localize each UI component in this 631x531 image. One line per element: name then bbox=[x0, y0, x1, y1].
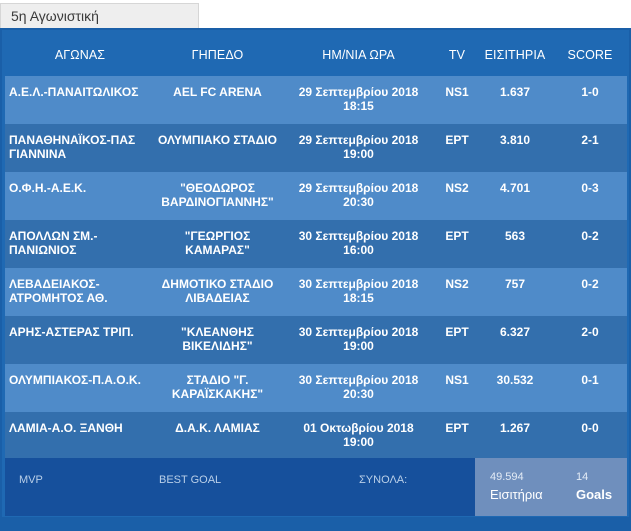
tv-cell: ΕΡΤ bbox=[437, 124, 477, 172]
table-row: ΟΛΥΜΠΙΑΚΟΣ-Π.Α.Ο.Κ. ΣΤΑΔΙΟ "Γ. ΚΑΡΑΪΣΚΑΚ… bbox=[5, 364, 627, 412]
time-text: 16:00 bbox=[343, 243, 374, 257]
tv-cell: ΕΡΤ bbox=[437, 220, 477, 268]
score-cell: 0-2 bbox=[553, 220, 627, 268]
stadium-cell: ΣΤΑΔΙΟ "Γ. ΚΑΡΑΪΣΚΑΚΗΣ" bbox=[155, 364, 280, 412]
match-cell: Ο.Φ.Η.-Α.Ε.Κ. bbox=[5, 172, 155, 220]
table-row: ΑΡΗΣ-ΑΣΤΕΡΑΣ ΤΡΙΠ. "ΚΛΕΑΝΘΗΣ ΒΙΚΕΛΙΔΗΣ" … bbox=[5, 316, 627, 364]
tickets-cell: 6.327 bbox=[477, 316, 553, 364]
stadium-cell: "ΓΕΩΡΓΙΟΣ ΚΑΜΑΡΑΣ" bbox=[155, 220, 280, 268]
datetime-cell: 01 Οκτωβρίου 2018 19:00 bbox=[280, 412, 437, 460]
tickets-total: 49.594 bbox=[490, 471, 524, 483]
match-cell: ΛΕΒΑΔΕΙΑΚΟΣ-ΑΤΡΟΜΗΤΟΣ ΑΘ. bbox=[5, 268, 155, 316]
goals-total: 14 bbox=[576, 471, 589, 483]
score-cell: 2-0 bbox=[553, 316, 627, 364]
table-row: ΛΕΒΑΔΕΙΑΚΟΣ-ΑΤΡΟΜΗΤΟΣ ΑΘ. ΔΗΜΟΤΙΚΟ ΣΤΑΔΙ… bbox=[5, 268, 627, 316]
tickets-cell: 30.532 bbox=[477, 364, 553, 412]
tv-cell: NS1 bbox=[437, 364, 477, 412]
totals-label: ΣΥΝΟΛΑ: bbox=[359, 474, 408, 486]
schedule-panel: ΑΓΩΝΑΣ ΓΗΠΕΔΟ ΗΜ/ΝΙΑ ΩΡΑ TV ΕΙΣΙΤΗΡΙΑ SC… bbox=[0, 28, 631, 531]
tv-cell: NS1 bbox=[437, 76, 477, 124]
datetime-cell: 30 Σεπτεμβρίου 2018 18:15 bbox=[280, 268, 437, 316]
table-header-row: ΑΓΩΝΑΣ ΓΗΠΕΔΟ ΗΜ/ΝΙΑ ΩΡΑ TV ΕΙΣΙΤΗΡΙΑ SC… bbox=[5, 34, 627, 76]
totals-box: 49.594 Εισιτήρια 14 Goals bbox=[475, 458, 627, 516]
time-text: 18:15 bbox=[343, 99, 374, 113]
tickets-cell: 563 bbox=[477, 220, 553, 268]
header-match: ΑΓΩΝΑΣ bbox=[5, 34, 155, 76]
header-stadium: ΓΗΠΕΔΟ bbox=[155, 34, 280, 76]
score-cell: 0-1 bbox=[553, 364, 627, 412]
stadium-cell: Δ.Α.Κ. ΛΑΜΙΑΣ bbox=[155, 412, 280, 460]
datetime-cell: 30 Σεπτεμβρίου 2018 16:00 bbox=[280, 220, 437, 268]
table-row: ΑΠΟΛΛΩΝ ΣΜ.-ΠΑΝΙΩΝΙΟΣ "ΓΕΩΡΓΙΟΣ ΚΑΜΑΡΑΣ"… bbox=[5, 220, 627, 268]
match-cell: ΑΡΗΣ-ΑΣΤΕΡΑΣ ΤΡΙΠ. bbox=[5, 316, 155, 364]
bottom-bar bbox=[0, 517, 631, 531]
datetime-cell: 29 Σεπτεμβρίου 2018 19:00 bbox=[280, 124, 437, 172]
match-cell: ΠΑΝΑΘΗΝΑΪΚΟΣ-ΠΑΣ ΓΙΑΝΝΙΝΑ bbox=[5, 124, 155, 172]
date-text: 01 Οκτωβρίου 2018 bbox=[303, 421, 414, 435]
match-cell: Α.Ε.Λ.-ΠΑΝΑΙΤΩΛΙΚΟΣ bbox=[5, 76, 155, 124]
header-score: SCORE bbox=[553, 34, 627, 76]
tv-cell: NS2 bbox=[437, 172, 477, 220]
tv-cell: ΕΡΤ bbox=[437, 412, 477, 460]
tv-cell: ΕΡΤ bbox=[437, 316, 477, 364]
tickets-cell: 1.267 bbox=[477, 412, 553, 460]
goals-caption: Goals bbox=[576, 487, 613, 502]
header-tv: TV bbox=[437, 34, 477, 76]
score-cell: 0-0 bbox=[553, 412, 627, 460]
stadium-cell: ΔΗΜΟΤΙΚΟ ΣΤΑΔΙΟ ΛΙΒΑΔΕΙΑΣ bbox=[155, 268, 280, 316]
date-text: 29 Σεπτεμβρίου 2018 bbox=[298, 181, 419, 195]
tickets-cell: 3.810 bbox=[477, 124, 553, 172]
match-cell: ΟΛΥΜΠΙΑΚΟΣ-Π.Α.Ο.Κ. bbox=[5, 364, 155, 412]
mvp-label: MVP bbox=[19, 474, 43, 486]
table-row: ΛΑΜΙΑ-Α.Ο. ΞΑΝΘΗ Δ.Α.Κ. ΛΑΜΙΑΣ 01 Οκτωβρ… bbox=[5, 412, 627, 460]
tickets-caption: Εισιτήρια bbox=[490, 487, 543, 502]
datetime-cell: 30 Σεπτεμβρίου 2018 19:00 bbox=[280, 316, 437, 364]
stadium-cell: ΟΛΥΜΠΙΑΚΟ ΣΤΑΔΙΟ bbox=[155, 124, 280, 172]
round-tab[interactable]: 5η Αγωνιστική bbox=[0, 3, 199, 28]
datetime-cell: 29 Σεπτεμβρίου 2018 20:30 bbox=[280, 172, 437, 220]
stadium-cell: AEL FC ARENA bbox=[155, 76, 280, 124]
time-text: 19:00 bbox=[343, 339, 374, 353]
tickets-cell: 4.701 bbox=[477, 172, 553, 220]
score-cell: 1-0 bbox=[553, 76, 627, 124]
time-text: 19:00 bbox=[343, 435, 374, 449]
match-cell: ΑΠΟΛΛΩΝ ΣΜ.-ΠΑΝΙΩΝΙΟΣ bbox=[5, 220, 155, 268]
time-text: 20:30 bbox=[343, 195, 374, 209]
time-text: 20:30 bbox=[343, 387, 374, 401]
time-text: 19:00 bbox=[343, 147, 374, 161]
best-goal-label: BEST GOAL bbox=[159, 474, 222, 486]
round-summary-footer: MVP BEST GOAL ΣΥΝΟΛΑ: 49.594 Εισιτήρια 1… bbox=[5, 458, 627, 516]
table-row: Ο.Φ.Η.-Α.Ε.Κ. "ΘΕΟΔΩΡΟΣ ΒΑΡΔΙΝΟΓΙΑΝΝΗΣ" … bbox=[5, 172, 627, 220]
header-tickets: ΕΙΣΙΤΗΡΙΑ bbox=[477, 34, 553, 76]
date-text: 30 Σεπτεμβρίου 2018 bbox=[298, 277, 419, 291]
schedule-table: ΑΓΩΝΑΣ ΓΗΠΕΔΟ ΗΜ/ΝΙΑ ΩΡΑ TV ΕΙΣΙΤΗΡΙΑ SC… bbox=[5, 34, 627, 460]
date-text: 29 Σεπτεμβρίου 2018 bbox=[298, 133, 419, 147]
match-cell: ΛΑΜΙΑ-Α.Ο. ΞΑΝΘΗ bbox=[5, 412, 155, 460]
date-text: 30 Σεπτεμβρίου 2018 bbox=[298, 229, 419, 243]
tv-cell: NS2 bbox=[437, 268, 477, 316]
tickets-cell: 1.637 bbox=[477, 76, 553, 124]
datetime-cell: 30 Σεπτεμβρίου 2018 20:30 bbox=[280, 364, 437, 412]
score-cell: 0-2 bbox=[553, 268, 627, 316]
time-text: 18:15 bbox=[343, 291, 374, 305]
date-text: 30 Σεπτεμβρίου 2018 bbox=[298, 325, 419, 339]
score-cell: 2-1 bbox=[553, 124, 627, 172]
tickets-cell: 757 bbox=[477, 268, 553, 316]
datetime-cell: 29 Σεπτεμβρίου 2018 18:15 bbox=[280, 76, 437, 124]
stadium-cell: "ΘΕΟΔΩΡΟΣ ΒΑΡΔΙΝΟΓΙΑΝΝΗΣ" bbox=[155, 172, 280, 220]
stadium-cell: "ΚΛΕΑΝΘΗΣ ΒΙΚΕΛΙΔΗΣ" bbox=[155, 316, 280, 364]
score-cell: 0-3 bbox=[553, 172, 627, 220]
header-datetime: ΗΜ/ΝΙΑ ΩΡΑ bbox=[280, 34, 437, 76]
round-tab-label: 5η Αγωνιστική bbox=[11, 8, 99, 24]
date-text: 30 Σεπτεμβρίου 2018 bbox=[298, 373, 419, 387]
date-text: 29 Σεπτεμβρίου 2018 bbox=[298, 85, 419, 99]
table-row: ΠΑΝΑΘΗΝΑΪΚΟΣ-ΠΑΣ ΓΙΑΝΝΙΝΑ ΟΛΥΜΠΙΑΚΟ ΣΤΑΔ… bbox=[5, 124, 627, 172]
table-row: Α.Ε.Λ.-ΠΑΝΑΙΤΩΛΙΚΟΣ AEL FC ARENA 29 Σεπτ… bbox=[5, 76, 627, 124]
